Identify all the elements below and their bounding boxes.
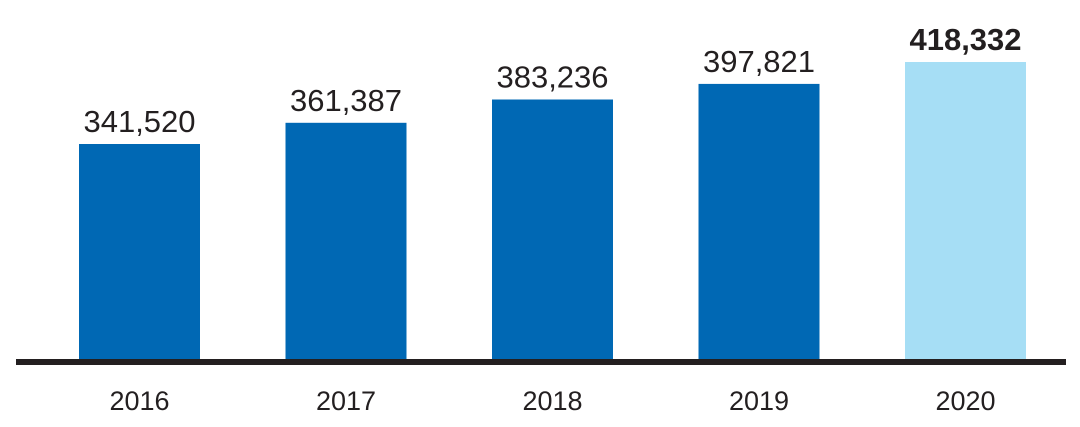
value-label-2017: 361,387 <box>290 83 402 118</box>
x-tick-label-2017: 2017 <box>316 386 376 416</box>
value-label-2020: 418,332 <box>909 22 1021 57</box>
value-label-2018: 383,236 <box>496 60 608 95</box>
x-tick-labels-group: 2016 2017 2018 2019 2020 <box>109 386 995 416</box>
value-label-2019: 397,821 <box>703 44 815 79</box>
x-tick-label-2020: 2020 <box>935 386 995 416</box>
bar-2020 <box>905 62 1026 359</box>
bars-group <box>79 62 1026 360</box>
bar-2019 <box>698 83 820 360</box>
x-tick-label-2018: 2018 <box>522 386 582 416</box>
value-labels-group: 341,520 361,387 383,236 397,821 418,332 <box>83 22 1021 139</box>
bar-2018 <box>492 99 613 359</box>
value-label-2016: 341,520 <box>83 104 195 139</box>
x-tick-label-2016: 2016 <box>109 386 169 416</box>
bar-2016 <box>79 144 200 359</box>
bar-2017 <box>285 122 407 359</box>
x-tick-label-2019: 2019 <box>729 386 789 416</box>
